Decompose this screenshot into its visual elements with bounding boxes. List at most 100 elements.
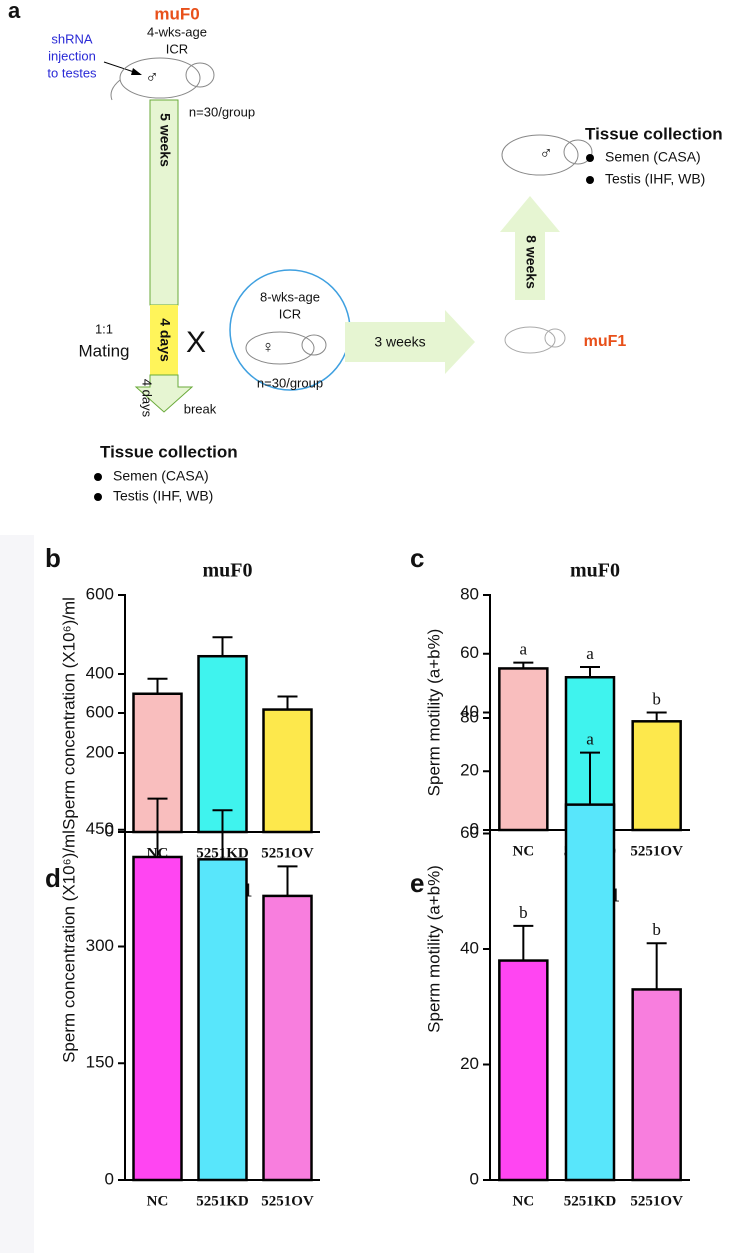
bar: [564, 803, 616, 1182]
four-days: 4 days: [157, 318, 173, 362]
arrow-up: [500, 196, 560, 300]
bar: [498, 667, 549, 832]
tissue-item: Semen (CASA): [113, 468, 209, 484]
x-tick-label: 5251KD: [196, 1193, 249, 1209]
chart-title: muF0: [570, 560, 620, 582]
mouse: [504, 326, 566, 354]
panel-label: a: [8, 0, 21, 23]
injection: shRNA: [51, 31, 93, 46]
injection: injection: [48, 48, 96, 63]
arrow-head: [131, 68, 142, 75]
bar: [498, 959, 549, 1182]
annotation: a: [586, 644, 594, 663]
tissue-item: Testis (IHF, WB): [113, 488, 213, 504]
three-weeks: 3 weeks: [374, 334, 425, 350]
y-tick-label: 80: [460, 707, 479, 726]
bar: [262, 894, 313, 1182]
female-symbol: ♀: [262, 337, 275, 356]
annotation: b: [652, 689, 661, 708]
eight-weeks: 8 weeks: [523, 235, 539, 289]
y-tick-label: 0: [105, 1169, 114, 1188]
mouse: [110, 57, 215, 101]
bar: [197, 654, 248, 834]
mating: Mating: [78, 341, 129, 360]
female-age: 8-wks-age: [260, 289, 320, 304]
break: break: [184, 401, 217, 416]
annotation: b: [652, 920, 661, 939]
panel-label: d: [45, 863, 61, 893]
panel-label: e: [410, 868, 424, 898]
x-tick-label: NC: [512, 843, 534, 859]
y-tick-label: 60: [460, 823, 479, 842]
y-tick-label: 60: [460, 643, 479, 662]
x-tick-label: 5251OV: [630, 843, 683, 859]
y-tick-label: 80: [460, 584, 479, 603]
bullet: [94, 473, 102, 481]
mouse: [501, 134, 593, 176]
x-tick-label: NC: [147, 1193, 169, 1209]
y-tick-label: 150: [86, 1053, 114, 1072]
y-tick-label: 300: [86, 936, 114, 955]
ratio: 1:1: [95, 321, 113, 336]
y-tick-label: 600: [86, 702, 114, 721]
bar: [132, 855, 183, 1182]
x-tick-label: 5251KD: [564, 1193, 617, 1209]
chart-title: muF0: [203, 560, 253, 582]
y-tick-label: 450: [86, 819, 114, 838]
y-tick-label: 0: [105, 821, 114, 840]
annotation: b: [519, 903, 528, 922]
f0-n: n=30/group: [189, 104, 255, 119]
bullet: [586, 154, 594, 162]
y-tick-label: 600: [86, 584, 114, 603]
five-weeks: 5 weeks: [157, 113, 173, 167]
f1-label: muF1: [584, 333, 627, 350]
male-symbol: ♂: [539, 143, 553, 163]
female-strain: ICR: [279, 306, 301, 321]
cross: X: [186, 326, 206, 359]
f0-label: muF0: [154, 4, 199, 23]
y-axis-label: Sperm concentration (X10⁶)/ml: [59, 830, 78, 1063]
y-tick-label: 40: [460, 938, 479, 957]
y-tick-label: 0: [470, 819, 479, 838]
f0-age: 4-wks-age: [147, 24, 207, 39]
mouse: [245, 331, 327, 365]
y-tick-label: 200: [86, 742, 114, 761]
tissue-item: Semen (CASA): [605, 149, 701, 165]
male-symbol: ♂: [145, 67, 159, 87]
tissue-title: Tissue collection: [100, 442, 238, 461]
female-n: n=30/group: [257, 375, 323, 390]
bullet: [94, 493, 102, 501]
female-circle: [229, 269, 351, 391]
bar: [262, 708, 313, 834]
x-tick-label: 5251OV: [630, 1193, 683, 1209]
tissue-title: Tissue collection: [585, 124, 723, 143]
bar: [197, 858, 248, 1182]
bar: [631, 988, 682, 1182]
y-axis-label: Sperm motility (a+b%): [424, 629, 443, 797]
diagram: a muF0 4-wks-age ICR shRNA injection to …: [8, 0, 723, 504]
x-tick-label: NC: [512, 1193, 534, 1209]
annotation: a: [520, 639, 528, 658]
bar-4days: [150, 305, 178, 375]
y-tick-label: 20: [460, 1054, 479, 1073]
four-days-break: 4 days: [140, 379, 155, 418]
strip: [0, 535, 34, 1253]
y-axis-label: Sperm motility (a+b%): [424, 865, 443, 1033]
bullet: [586, 176, 594, 184]
y-tick-label: 0: [470, 1169, 479, 1188]
arrow-down: [134, 374, 194, 413]
injection: to testes: [47, 65, 97, 80]
y-tick-label: 400: [86, 663, 114, 682]
x-tick-label: 5251OV: [261, 1193, 314, 1209]
annotation: a: [586, 730, 594, 749]
bar: [631, 720, 682, 832]
panel-label: b: [45, 543, 61, 573]
arrow-right: [345, 310, 475, 374]
y-tick-label: 40: [460, 702, 479, 721]
panel-label: c: [410, 543, 424, 573]
y-tick-label: 20: [460, 761, 479, 780]
x-tick-label: 5251OV: [261, 845, 314, 861]
f0-strain: ICR: [166, 41, 188, 56]
y-axis-label: Sperm concentration (X10⁶)/ml: [59, 597, 78, 830]
